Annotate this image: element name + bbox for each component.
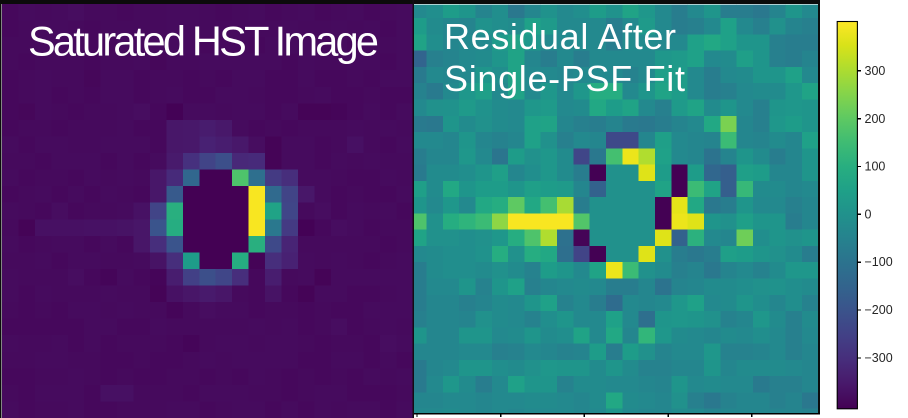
svg-text:Residual After: Residual After <box>444 16 676 57</box>
svg-text:300: 300 <box>865 64 886 78</box>
svg-text:Single-PSF Fit: Single-PSF Fit <box>444 58 685 99</box>
svg-text:100: 100 <box>865 160 886 174</box>
svg-text:0: 0 <box>865 207 872 221</box>
svg-text:−200: −200 <box>865 303 893 317</box>
svg-text:Saturated HST Image: Saturated HST Image <box>28 17 379 64</box>
svg-text:200: 200 <box>865 112 886 126</box>
svg-text:−100: −100 <box>865 255 893 269</box>
svg-text:−300: −300 <box>865 351 893 365</box>
